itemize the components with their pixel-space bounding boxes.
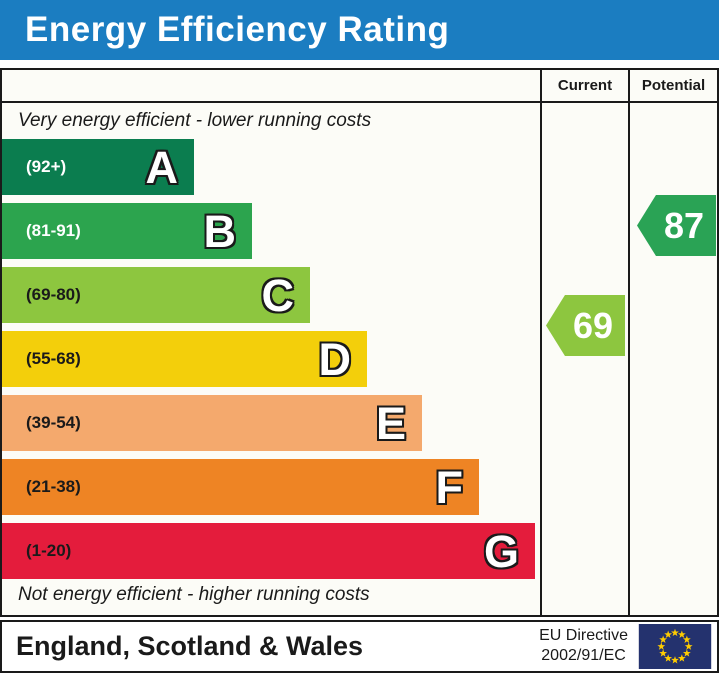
band-letter: F xyxy=(435,461,464,513)
chart-title: Energy Efficiency Rating xyxy=(25,10,450,49)
eu-directive-line2: 2002/91/EC xyxy=(541,647,626,664)
current-column-header: Current xyxy=(557,77,613,94)
band-d: (55-68) D xyxy=(2,331,367,387)
band-g: (1-20) G xyxy=(2,523,535,579)
potential-column-divider xyxy=(628,70,630,615)
rating-table: Current Potential Very energy efficient … xyxy=(0,68,719,617)
band-range-label: (92+) xyxy=(26,157,67,176)
band-b: (81-91) B xyxy=(2,203,252,259)
header-row-divider xyxy=(2,101,717,103)
current-rating-pointer: 69 xyxy=(546,295,625,356)
band-letter: A xyxy=(145,141,179,193)
band-a: (92+) A xyxy=(2,139,194,195)
footer-bar: England, Scotland & Wales EU Directive 2… xyxy=(0,620,719,673)
potential-column-header: Potential xyxy=(641,77,706,94)
region-label: England, Scotland & Wales xyxy=(16,631,364,661)
eu-directive-label: EU Directive 2002/91/EC xyxy=(539,626,628,666)
band-letter: C xyxy=(261,269,295,321)
caption-very-efficient: Very energy efficient - lower running co… xyxy=(18,110,372,131)
band-letter: G xyxy=(483,525,519,577)
band-letter: B xyxy=(203,205,237,257)
potential-rating-pointer: 87 xyxy=(637,195,716,256)
band-range-label: (39-54) xyxy=(26,413,81,432)
band-range-label: (21-38) xyxy=(26,477,81,496)
band-c: (69-80) C xyxy=(2,267,310,323)
current-column-divider xyxy=(540,70,542,615)
eu-flag-icon xyxy=(638,624,712,669)
potential-rating-value: 87 xyxy=(663,204,705,246)
band-letter: D xyxy=(318,333,352,385)
band-range-label: (81-91) xyxy=(26,221,81,240)
band-e: (39-54) E xyxy=(2,395,422,451)
current-rating-value: 69 xyxy=(572,304,614,346)
caption-not-efficient: Not energy efficient - higher running co… xyxy=(18,584,370,605)
band-range-label: (1-20) xyxy=(26,541,72,560)
band-f: (21-38) F xyxy=(2,459,479,515)
band-range-label: (69-80) xyxy=(26,285,81,304)
band-letter: E xyxy=(375,397,406,449)
band-range-label: (55-68) xyxy=(26,349,81,368)
eu-directive-line1: EU Directive xyxy=(539,627,628,644)
chart-title-bar: Energy Efficiency Rating xyxy=(0,0,719,60)
